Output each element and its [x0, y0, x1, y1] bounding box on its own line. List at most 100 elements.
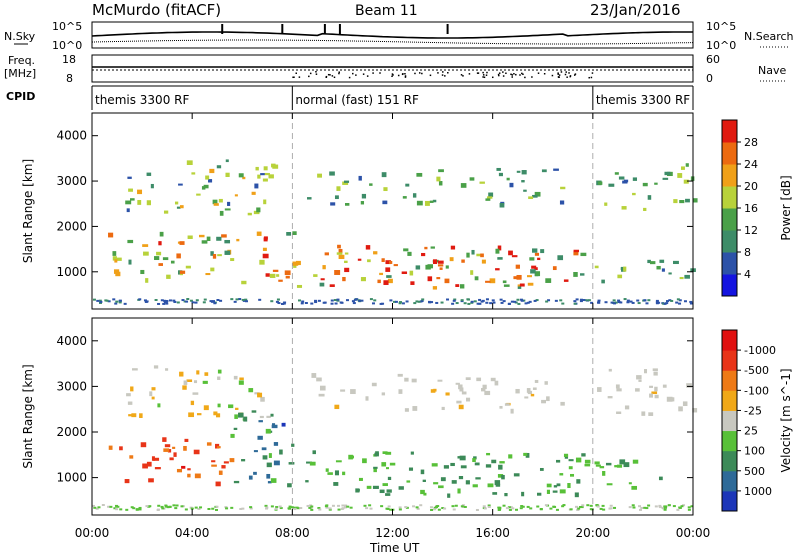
- freq-tick-bottom-left: 8: [66, 72, 73, 85]
- heatmap-cell: [213, 203, 219, 206]
- heatmap-cell: [437, 264, 444, 267]
- heatmap-cell: [638, 505, 642, 508]
- heatmap-cell: [336, 186, 341, 191]
- heatmap-cell: [510, 408, 514, 414]
- heatmap-cell: [684, 274, 690, 279]
- heatmap-cell: [276, 298, 280, 301]
- heatmap-cell: [379, 302, 383, 305]
- heatmap-cell: [534, 271, 541, 277]
- heatmap-cell: [515, 388, 520, 394]
- heatmap-cell: [154, 467, 161, 470]
- heatmap-cell: [626, 299, 630, 302]
- heatmap-cell: [238, 298, 242, 301]
- heatmap-cell: [420, 469, 425, 475]
- heatmap-cell: [164, 505, 168, 508]
- heatmap-cell: [218, 198, 223, 203]
- cpid-segment-label: themis 3300 RF: [95, 93, 189, 107]
- heatmap-cell: [385, 451, 392, 455]
- heatmap-cell: [157, 504, 161, 507]
- heatmap-cell: [369, 507, 373, 510]
- heatmap-cell: [203, 298, 207, 301]
- heatmap-cell: [124, 479, 130, 484]
- freq-dot: [497, 73, 500, 76]
- heatmap-cell: [162, 302, 166, 305]
- colorbar-tick-label: 20: [744, 180, 758, 193]
- heatmap-cell: [501, 474, 505, 480]
- heatmap-cell: [535, 299, 539, 302]
- heatmap-cell: [308, 506, 312, 509]
- heatmap-cell: [107, 300, 111, 303]
- heatmap-cell: [351, 300, 355, 303]
- heatmap-cell: [235, 407, 239, 410]
- heatmap-cell: [325, 468, 329, 472]
- heatmap-cell: [540, 249, 545, 254]
- heatmap-cell: [271, 163, 276, 168]
- heatmap-cell: [578, 505, 582, 508]
- y-tick-label: 4000: [56, 334, 87, 348]
- heatmap-cell: [211, 507, 215, 510]
- heatmap-cell: [424, 246, 428, 250]
- heatmap-cell: [631, 504, 635, 507]
- heatmap-cell: [471, 249, 475, 255]
- heatmap-cell: [615, 384, 620, 389]
- heatmap-cell: [345, 299, 349, 302]
- heatmap-cell: [415, 300, 419, 303]
- heatmap-cell: [636, 299, 640, 302]
- heatmap-cell: [678, 506, 682, 509]
- freq-dot: [557, 76, 560, 78]
- heatmap-cell: [316, 377, 322, 382]
- heatmap-cell: [248, 475, 253, 480]
- colorbar-tick-label: -1000: [744, 344, 776, 357]
- heatmap-cell: [541, 169, 547, 173]
- heatmap-cell: [641, 411, 646, 416]
- heatmap-cell: [663, 302, 667, 305]
- heatmap-cell: [98, 301, 102, 304]
- freq-dot: [441, 74, 444, 76]
- heatmap-cell: [360, 277, 366, 282]
- heatmap-cell: [573, 251, 579, 256]
- heatmap-cell: [487, 504, 491, 507]
- heatmap-cell: [350, 389, 356, 395]
- heatmap-cell: [293, 508, 297, 511]
- heatmap-cell: [513, 473, 520, 477]
- heatmap-cell: [262, 455, 268, 460]
- heatmap-cell: [238, 173, 244, 178]
- heatmap-cell: [132, 507, 136, 510]
- heatmap-cell: [211, 300, 215, 303]
- freq-dot: [327, 73, 330, 76]
- heatmap-cell: [279, 507, 283, 510]
- heatmap-cell: [344, 252, 349, 255]
- heatmap-cell: [383, 187, 388, 192]
- heatmap-cell: [659, 259, 665, 263]
- power-colorbar: 4 8 12 16 20 24 28 Power [dB]: [721, 119, 793, 297]
- heatmap-cell: [429, 200, 434, 203]
- heatmap-cell: [225, 507, 229, 510]
- heatmap-cell: [616, 411, 622, 414]
- heatmap-cell: [182, 385, 187, 390]
- heatmap-cell: [334, 470, 339, 476]
- heatmap-cell: [163, 301, 167, 304]
- heatmap-cell: [425, 264, 431, 270]
- heatmap-cell: [165, 368, 169, 371]
- heatmap-cell: [310, 505, 314, 508]
- heatmap-cell: [521, 491, 525, 497]
- heatmap-cell: [617, 299, 621, 302]
- heatmap-cell: [319, 282, 325, 287]
- heatmap-cell: [577, 507, 581, 510]
- heatmap-cell: [160, 505, 164, 508]
- heatmap-cell: [580, 252, 587, 257]
- heatmap-cell: [313, 274, 318, 277]
- heatmap-cell: [511, 255, 518, 258]
- heatmap-cell: [361, 193, 367, 199]
- heatmap-cell: [176, 206, 181, 209]
- heatmap-cell: [317, 173, 322, 178]
- freq-dot: [295, 72, 297, 74]
- heatmap-cell: [151, 396, 155, 400]
- heatmap-cell: [224, 208, 231, 211]
- heatmap-cell: [265, 273, 270, 277]
- heatmap-cell: [185, 300, 189, 303]
- heatmap-cell: [320, 278, 325, 281]
- heatmap-cell: [509, 182, 514, 188]
- heatmap-cell: [140, 442, 147, 448]
- heatmap-cell: [689, 300, 693, 303]
